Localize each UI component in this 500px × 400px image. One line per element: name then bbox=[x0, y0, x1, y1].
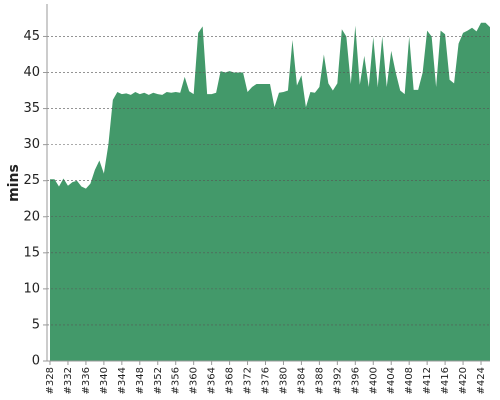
x-tick-label: #420 bbox=[458, 367, 469, 394]
y-tick-label: 0 bbox=[32, 354, 40, 369]
y-tick-label: 5 bbox=[32, 317, 40, 332]
x-tick-label: #384 bbox=[296, 367, 307, 394]
x-tick-label: #396 bbox=[350, 367, 361, 394]
y-tick-label: 15 bbox=[23, 245, 40, 260]
x-tick-label: #364 bbox=[207, 367, 218, 394]
x-tick-label: #388 bbox=[314, 367, 325, 394]
y-tick-label: 40 bbox=[23, 65, 40, 80]
x-tick-label: #332 bbox=[63, 367, 74, 394]
x-tick-label: #376 bbox=[261, 367, 272, 394]
x-tick-label: #412 bbox=[422, 367, 433, 394]
x-tick-label: #336 bbox=[81, 367, 92, 394]
y-tick-label: 10 bbox=[23, 281, 40, 296]
area bbox=[50, 22, 490, 361]
x-tick-label: #348 bbox=[135, 367, 146, 394]
x-tick-label: #424 bbox=[476, 367, 487, 394]
x-tick-label: #392 bbox=[332, 367, 343, 394]
x-tick-label: #408 bbox=[404, 367, 415, 394]
x-tick-label: #344 bbox=[117, 367, 128, 394]
y-axis-label: mins bbox=[6, 164, 22, 202]
y-tick-label: 45 bbox=[23, 29, 40, 44]
x-tick-label: #356 bbox=[171, 367, 182, 394]
y-tick-label: 30 bbox=[23, 137, 40, 152]
y-tick-label: 25 bbox=[23, 173, 40, 188]
x-tick-label: #372 bbox=[243, 367, 254, 394]
x-tick-label: #368 bbox=[225, 367, 236, 394]
x-tick-label: #400 bbox=[368, 367, 379, 394]
x-tick-label: #404 bbox=[386, 367, 397, 394]
x-tick-label: #352 bbox=[153, 367, 164, 394]
x-tick-label: #340 bbox=[99, 367, 110, 394]
x-tick-label: #360 bbox=[189, 367, 200, 394]
x-tick-label: #380 bbox=[278, 367, 289, 394]
x-tick-label: #328 bbox=[45, 367, 56, 394]
y-tick-label: 20 bbox=[23, 209, 40, 224]
x-tick-label: #416 bbox=[440, 367, 451, 394]
y-tick-label: 35 bbox=[23, 101, 40, 116]
